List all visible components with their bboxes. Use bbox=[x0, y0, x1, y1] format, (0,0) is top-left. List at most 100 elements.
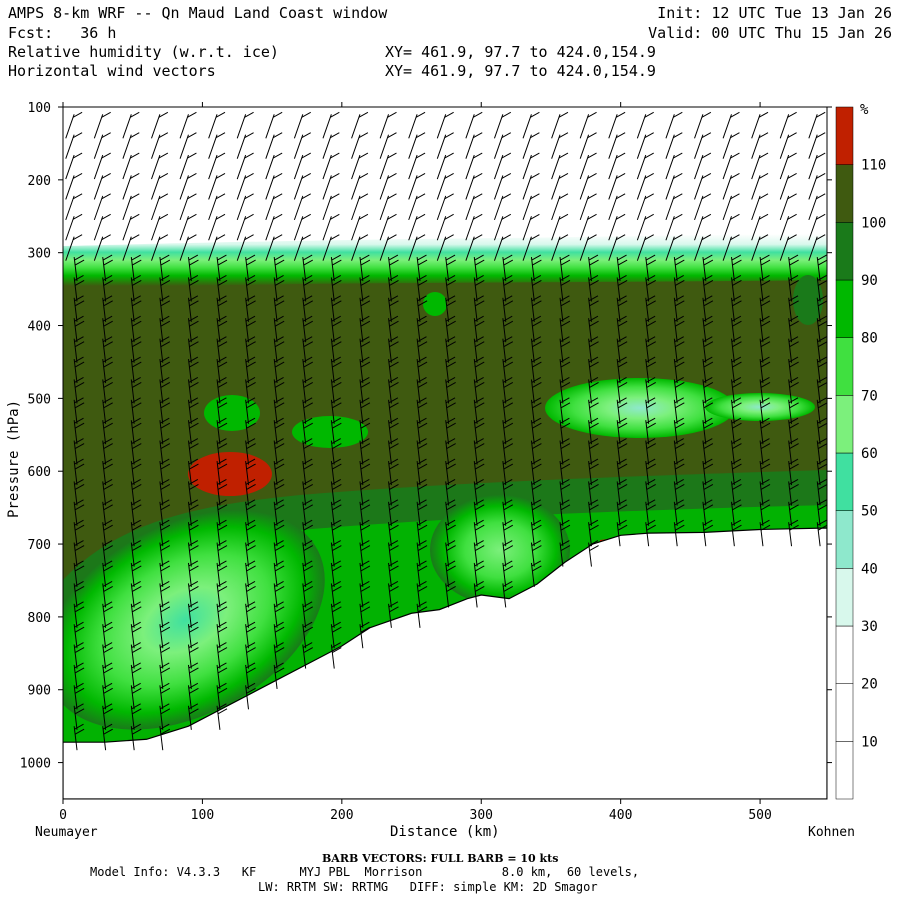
wind-barb bbox=[73, 440, 78, 465]
wind-barb bbox=[616, 318, 621, 343]
wind-barb-feather bbox=[274, 336, 284, 343]
wind-barb-feather bbox=[617, 504, 628, 511]
wind-barb-feather bbox=[731, 397, 742, 404]
wind-barb-feather bbox=[415, 234, 426, 241]
wind-barb bbox=[645, 460, 650, 486]
wind-barb bbox=[130, 318, 135, 343]
wind-barb bbox=[408, 195, 418, 221]
wind-barb-feather bbox=[189, 443, 199, 450]
wind-barb-feather bbox=[103, 524, 113, 531]
wind-barb bbox=[388, 522, 392, 547]
wind-barb-feather bbox=[417, 443, 428, 450]
wind-barb-feather bbox=[589, 443, 599, 450]
wind-barb bbox=[179, 216, 189, 241]
wind-barb-feather bbox=[503, 545, 514, 552]
wind-barb bbox=[273, 420, 278, 445]
wind-barb-feather bbox=[331, 621, 341, 628]
wind-barb bbox=[445, 522, 450, 547]
wind-barb bbox=[588, 399, 592, 424]
wind-barb-feather bbox=[588, 417, 599, 424]
wind-barb-feather bbox=[132, 320, 142, 327]
wind-barb bbox=[673, 481, 678, 506]
wind-barb bbox=[302, 277, 307, 302]
wind-barb-feather bbox=[246, 647, 256, 654]
wind-barb-feather bbox=[530, 193, 540, 200]
wind-barb bbox=[588, 501, 592, 526]
wind-barb-feather bbox=[760, 361, 771, 368]
wind-barb bbox=[359, 562, 364, 588]
wind-barb bbox=[187, 685, 192, 710]
wind-barb-feather bbox=[245, 519, 256, 526]
wind-barb bbox=[379, 216, 390, 241]
wind-barb bbox=[359, 481, 364, 506]
wind-barb-feather bbox=[274, 585, 285, 592]
wind-barb bbox=[559, 256, 564, 282]
wind-barb-feather bbox=[245, 499, 256, 506]
wind-barb-feather bbox=[187, 111, 197, 118]
wind-barb-feather bbox=[532, 320, 542, 327]
wind-barb bbox=[522, 134, 532, 159]
wind-barb-feather bbox=[617, 402, 628, 409]
wind-barb-feather bbox=[103, 422, 113, 429]
wind-barb bbox=[436, 154, 447, 180]
wind-barb bbox=[673, 460, 678, 486]
wind-barb bbox=[751, 114, 761, 139]
wind-barb bbox=[330, 358, 335, 384]
field-1-name: Relative humidity (w.r.t. ice) bbox=[8, 43, 279, 61]
wind-barb-feather bbox=[675, 402, 685, 409]
wind-barb-feather bbox=[760, 275, 770, 281]
wind-barb-feather bbox=[417, 580, 427, 587]
wind-barb bbox=[416, 420, 421, 445]
wind-barb-feather bbox=[503, 504, 514, 511]
wind-barb-feather bbox=[101, 193, 111, 200]
wind-barb-feather bbox=[274, 438, 284, 445]
wind-barb bbox=[551, 175, 561, 200]
wind-barb-feather bbox=[74, 478, 84, 485]
colorbar-bin bbox=[835, 741, 854, 800]
wind-barb-feather bbox=[274, 621, 284, 628]
wind-barb-feather bbox=[417, 295, 427, 302]
wind-barb-feather bbox=[501, 132, 512, 139]
wind-barb bbox=[216, 277, 221, 302]
wind-barb bbox=[493, 216, 504, 241]
wind-barb-feather bbox=[617, 295, 627, 302]
wind-barb bbox=[559, 440, 564, 465]
wind-barb-feather bbox=[417, 478, 427, 485]
wind-barb-feather bbox=[674, 376, 684, 383]
wind-barb-feather bbox=[158, 213, 169, 220]
wind-barb-feather bbox=[102, 703, 113, 710]
wind-barb-feather bbox=[244, 213, 254, 220]
wind-barb-feather bbox=[560, 280, 571, 286]
wind-barb bbox=[73, 481, 78, 506]
wind-barb-feather bbox=[617, 519, 627, 526]
wind-barb bbox=[359, 277, 364, 302]
wind-barb bbox=[187, 277, 192, 302]
wind-barb bbox=[702, 277, 707, 302]
wind-barb-feather bbox=[360, 438, 370, 445]
wind-barb bbox=[788, 379, 793, 404]
wind-barb-feather bbox=[502, 580, 513, 587]
wind-barb bbox=[330, 460, 335, 486]
wind-barb-feather bbox=[674, 254, 684, 261]
wind-barb bbox=[359, 624, 364, 649]
wind-barb bbox=[379, 195, 390, 221]
wind-barb-feather bbox=[703, 438, 713, 445]
wind-barb bbox=[102, 644, 107, 669]
wind-barb bbox=[187, 481, 192, 506]
wind-barb-feather bbox=[815, 152, 826, 159]
wind-barb-feather bbox=[588, 356, 599, 363]
wind-barb-feather bbox=[474, 422, 485, 429]
wind-barb-feather bbox=[388, 438, 399, 445]
wind-barb-feather bbox=[760, 417, 770, 424]
wind-barb-feather bbox=[131, 682, 141, 689]
wind-barb-feather bbox=[74, 280, 85, 286]
wind-barb-feather bbox=[560, 315, 570, 322]
wind-barb-feather bbox=[530, 234, 540, 241]
wind-barb bbox=[208, 175, 218, 200]
wind-barb-feather bbox=[246, 381, 256, 388]
wind-barb bbox=[445, 501, 450, 526]
wind-barb-feather bbox=[217, 545, 228, 552]
wind-barb bbox=[416, 522, 421, 547]
wind-barb-feather bbox=[102, 723, 113, 730]
colorbar-label: 80 bbox=[861, 331, 878, 347]
